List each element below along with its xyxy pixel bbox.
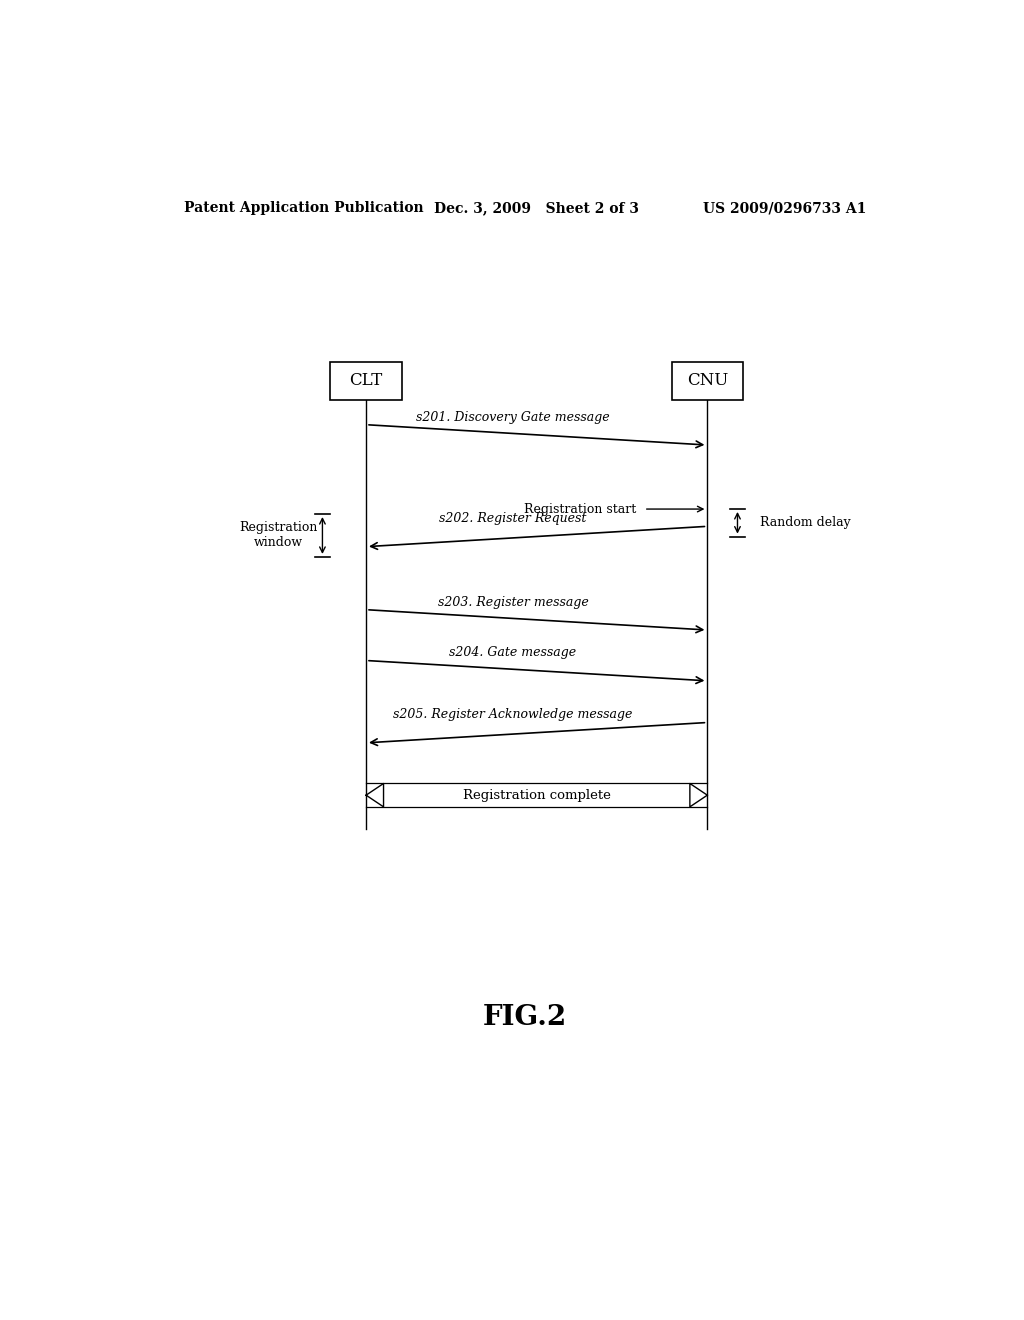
Text: Random delay: Random delay bbox=[760, 516, 851, 529]
FancyBboxPatch shape bbox=[331, 362, 401, 400]
FancyBboxPatch shape bbox=[672, 362, 743, 400]
Text: s203. Register message: s203. Register message bbox=[437, 595, 588, 609]
Text: Dec. 3, 2009   Sheet 2 of 3: Dec. 3, 2009 Sheet 2 of 3 bbox=[433, 201, 639, 215]
Text: Registration
window: Registration window bbox=[240, 521, 318, 549]
Text: US 2009/0296733 A1: US 2009/0296733 A1 bbox=[703, 201, 866, 215]
Text: CLT: CLT bbox=[349, 372, 383, 389]
Text: s205. Register Acknowledge message: s205. Register Acknowledge message bbox=[393, 709, 633, 722]
Text: FIG.2: FIG.2 bbox=[482, 1003, 567, 1031]
Text: s202. Register Request: s202. Register Request bbox=[439, 512, 587, 525]
Text: s201. Discovery Gate message: s201. Discovery Gate message bbox=[416, 411, 609, 424]
Text: Patent Application Publication: Patent Application Publication bbox=[183, 201, 423, 215]
Text: CNU: CNU bbox=[687, 372, 728, 389]
Text: Registration start: Registration start bbox=[523, 503, 636, 516]
Text: Registration complete: Registration complete bbox=[463, 788, 610, 801]
Text: s204. Gate message: s204. Gate message bbox=[450, 647, 577, 660]
